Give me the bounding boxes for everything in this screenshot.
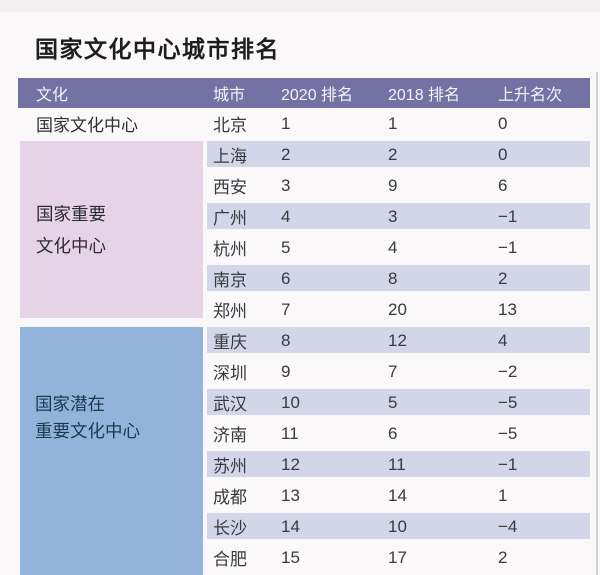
top-band xyxy=(0,0,600,12)
rank-2020-cell: 10 xyxy=(281,392,300,412)
rank-2018-cell: 8 xyxy=(388,268,398,288)
group-important-label-line1: 国家重要 xyxy=(36,203,106,224)
page-title: 国家文化中心城市排名 xyxy=(35,36,280,62)
rank-2018-cell: 2 xyxy=(388,144,398,164)
change-cell: 0 xyxy=(498,113,508,133)
table-row: 郑州 7 20 13 xyxy=(207,294,590,325)
city-cell: 苏州 xyxy=(213,457,247,476)
city-cell: 长沙 xyxy=(213,519,247,538)
rank-2020-cell: 9 xyxy=(281,361,291,381)
rank-2018-cell: 14 xyxy=(388,485,407,505)
right-accent-line xyxy=(596,72,598,575)
header-change: 上升名次 xyxy=(498,87,563,104)
change-cell: −1 xyxy=(498,237,518,257)
city-cell: 郑州 xyxy=(213,302,247,321)
header-culture: 文化 xyxy=(36,87,69,104)
change-cell: 6 xyxy=(498,175,508,195)
city-cell: 成都 xyxy=(213,488,247,507)
header-city: 城市 xyxy=(213,87,246,104)
rank-2018-cell: 5 xyxy=(388,392,398,412)
rank-2020-cell: 3 xyxy=(281,175,291,195)
table-row: 武汉 10 5 −5 xyxy=(207,387,590,418)
change-cell: −5 xyxy=(498,392,518,412)
rank-2020-cell: 6 xyxy=(281,268,291,288)
ranking-table: 文化 城市 2020 排名 2018 排名 上升名次 国家文化中心 国家重要 文… xyxy=(18,78,590,575)
rank-2020-cell: 14 xyxy=(281,516,300,536)
city-cell: 深圳 xyxy=(213,364,247,383)
change-cell: 2 xyxy=(498,547,508,567)
city-cell: 重庆 xyxy=(213,333,247,352)
group-important-block: 国家重要 文化中心 xyxy=(20,141,203,318)
table-row: 深圳 9 7 −2 xyxy=(207,356,590,387)
change-cell: 4 xyxy=(498,330,508,350)
change-cell: 0 xyxy=(498,144,508,164)
rank-2018-cell: 17 xyxy=(388,547,407,567)
change-cell: −4 xyxy=(498,516,518,536)
rank-2020-cell: 4 xyxy=(281,206,291,226)
city-cell: 上海 xyxy=(213,147,247,166)
table-body: 国家文化中心 国家重要 文化中心 国家潜在 重要文化中心 北京 1 1 0 上海 2 2 0 西… xyxy=(18,108,590,575)
rank-2020-cell: 2 xyxy=(281,144,291,164)
culture-column: 国家文化中心 国家重要 文化中心 国家潜在 重要文化中心 xyxy=(18,108,207,575)
city-cell: 北京 xyxy=(213,116,247,135)
rank-2018-cell: 11 xyxy=(388,454,406,474)
rank-2018-cell: 6 xyxy=(388,423,398,443)
change-cell: −1 xyxy=(498,206,518,226)
table-row: 上海 2 2 0 xyxy=(207,139,590,170)
change-cell: −5 xyxy=(498,423,518,443)
table-row: 广州 4 3 −1 xyxy=(207,201,590,232)
table-row: 重庆 8 12 4 xyxy=(207,325,590,356)
group-potential-block: 国家潜在 重要文化中心 xyxy=(20,327,203,575)
rank-2018-cell: 1 xyxy=(388,113,398,133)
table-rows: 北京 1 1 0 上海 2 2 0 西安 3 9 6 广州 4 3 −1 杭州 5 4 −1 南京 6 8 2 郑州 7 20 13 重… xyxy=(207,108,590,573)
city-cell: 杭州 xyxy=(213,240,247,259)
rank-2020-cell: 11 xyxy=(281,423,299,443)
rank-2018-cell: 20 xyxy=(388,299,407,319)
header-rank-2018: 2018 排名 xyxy=(388,87,461,104)
change-cell: 13 xyxy=(498,299,517,319)
change-cell: −1 xyxy=(498,454,518,474)
rank-2020-cell: 5 xyxy=(281,237,291,257)
table-row: 南京 6 8 2 xyxy=(207,263,590,294)
rank-2018-cell: 3 xyxy=(388,206,398,226)
table-header-row: 文化 城市 2020 排名 2018 排名 上升名次 xyxy=(18,78,590,108)
rank-2020-cell: 15 xyxy=(281,547,300,567)
rank-2018-cell: 7 xyxy=(388,361,398,381)
change-cell: 2 xyxy=(498,268,508,288)
rank-2020-cell: 13 xyxy=(281,485,300,505)
city-cell: 武汉 xyxy=(213,395,247,414)
table-row: 苏州 12 11 −1 xyxy=(207,449,590,480)
table-row: 成都 13 14 1 xyxy=(207,480,590,511)
rank-2020-cell: 7 xyxy=(281,299,291,319)
city-cell: 南京 xyxy=(213,271,247,290)
group-important-label-line2: 文化中心 xyxy=(36,235,106,256)
rank-2018-cell: 10 xyxy=(388,516,407,536)
rank-2018-cell: 4 xyxy=(388,237,398,257)
change-cell: 1 xyxy=(498,485,508,505)
city-cell: 合肥 xyxy=(213,550,247,569)
table-row: 长沙 14 10 −4 xyxy=(207,511,590,542)
city-cell: 西安 xyxy=(213,178,247,197)
change-cell: −2 xyxy=(498,361,518,381)
table-row: 西安 3 9 6 xyxy=(207,170,590,201)
rank-2020-cell: 1 xyxy=(281,113,291,133)
rank-2020-cell: 8 xyxy=(281,330,291,350)
header-rank-2020: 2020 排名 xyxy=(281,87,354,104)
table-row: 杭州 5 4 −1 xyxy=(207,232,590,263)
rank-2018-cell: 12 xyxy=(388,330,407,350)
city-cell: 济南 xyxy=(213,426,247,445)
group-potential-label-line2: 重要文化中心 xyxy=(35,421,140,441)
table-row: 北京 1 1 0 xyxy=(207,108,590,139)
rank-2020-cell: 12 xyxy=(281,454,300,474)
group-potential-label-line1: 国家潜在 xyxy=(35,394,105,414)
rank-2018-cell: 9 xyxy=(388,175,398,195)
city-cell: 广州 xyxy=(213,209,247,228)
table-row: 合肥 15 17 2 xyxy=(207,542,590,573)
table-row: 济南 11 6 −5 xyxy=(207,418,590,449)
group-national-center-label: 国家文化中心 xyxy=(36,116,138,135)
